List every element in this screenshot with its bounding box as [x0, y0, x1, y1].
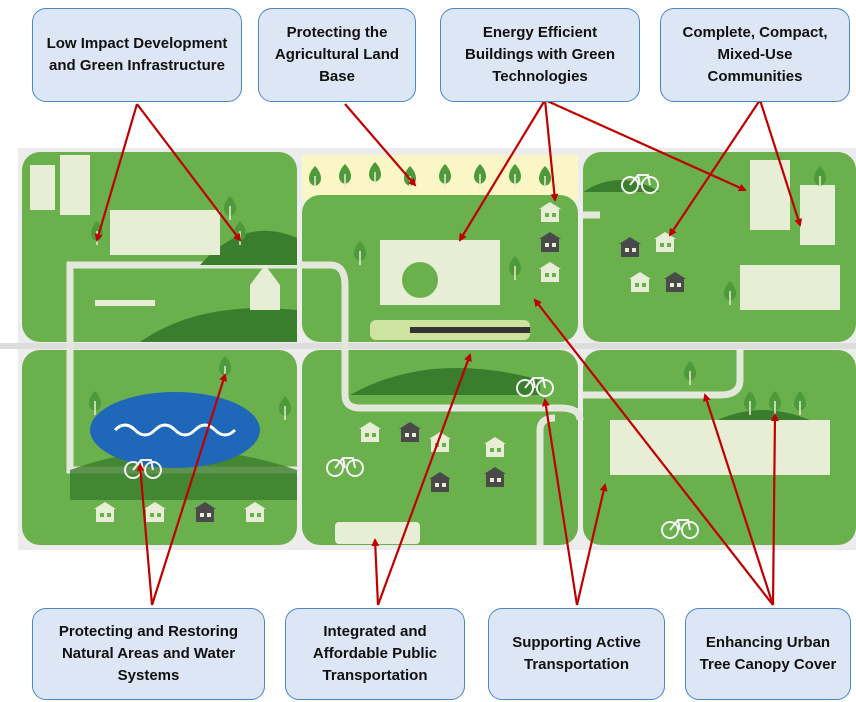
- label-box: Supporting Active Transportation: [488, 608, 665, 700]
- label-box: Integrated and Affordable Public Transpo…: [285, 608, 465, 700]
- label-box: Protecting the Agricultural Land Base: [258, 8, 416, 102]
- label-box: Complete, Compact, Mixed-Use Communities: [660, 8, 850, 102]
- water: [90, 392, 260, 468]
- label-box: Enhancing Urban Tree Canopy Cover: [685, 608, 851, 700]
- arrows: [94, 98, 802, 606]
- buildings: [30, 155, 840, 544]
- label-box: Low Impact Development and Green Infrast…: [32, 8, 242, 102]
- hills: [70, 180, 830, 500]
- label-box: Protecting and Restoring Natural Areas a…: [32, 608, 265, 700]
- label-box: Energy Efficient Buildings with Green Te…: [440, 8, 640, 102]
